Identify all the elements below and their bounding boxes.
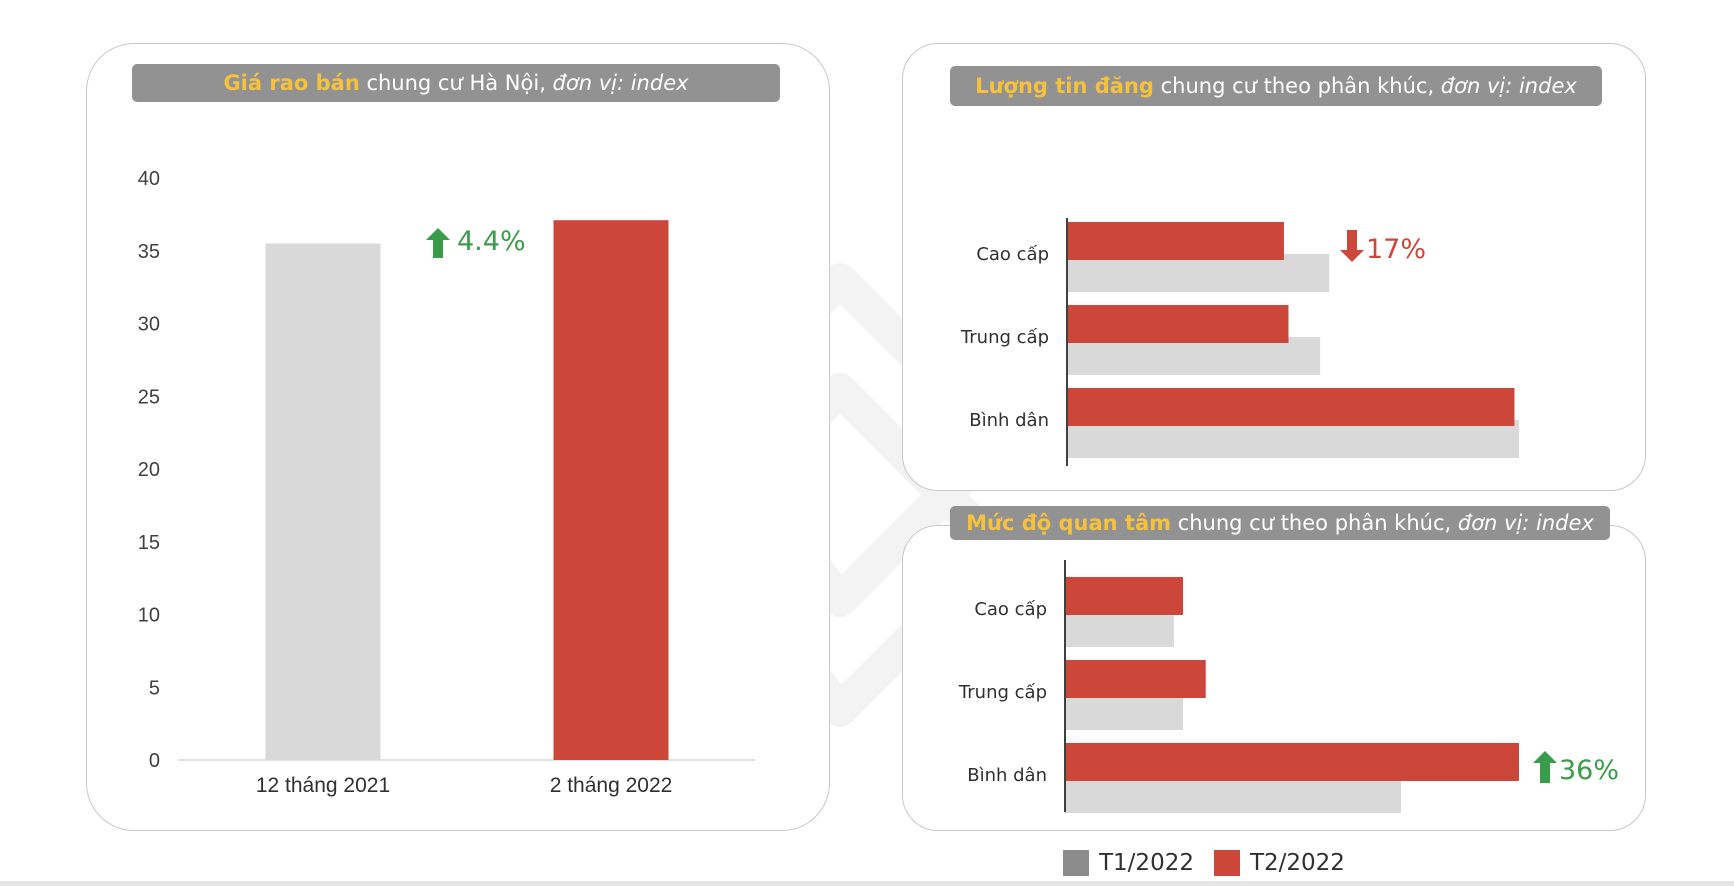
- title-highlight: Lượng tin đăng: [975, 74, 1154, 98]
- x-tick-label: 2 tháng 2022: [550, 774, 673, 797]
- title-unit: đơn vị: index: [1440, 74, 1577, 98]
- legend-item-t1: T1/2022: [1063, 850, 1194, 876]
- y-tick-label: 25: [138, 386, 160, 408]
- bar-2: [553, 220, 669, 760]
- x-tick-label: 12 tháng 2021: [256, 774, 390, 797]
- y-tick-label: 10: [138, 605, 160, 627]
- bar-1: [265, 243, 381, 761]
- legend-item-t2: T2/2022: [1213, 850, 1345, 876]
- title-highlight: Giá rao bán: [223, 71, 360, 95]
- y-tick-label: 20: [138, 459, 160, 481]
- title-unit: đơn vị: index: [552, 71, 689, 95]
- interest-category-label: Cao cấp: [974, 599, 1047, 620]
- interest-bar-t2: [1065, 660, 1206, 698]
- interest-chart-title: Mức độ quan tâm chung cư theo phân khúc,…: [950, 506, 1610, 540]
- legend-swatch-t2: [1213, 850, 1240, 876]
- interest-bar-t1: [1065, 775, 1401, 813]
- interest-bar-t1: [1065, 692, 1184, 730]
- legend-label-t2: T2/2022: [1249, 850, 1345, 876]
- listings-category-label: Cao cấp: [976, 244, 1049, 265]
- listings-bar-t1: [1067, 254, 1330, 292]
- price-chart-title: Giá rao bán chung cư Hà Nội, đơn vị: ind…: [132, 64, 780, 102]
- y-tick-label: 35: [138, 241, 160, 263]
- growth-arrow-icon: [426, 228, 450, 258]
- listings-bar-t2: [1067, 388, 1515, 426]
- y-tick-label: 5: [149, 677, 160, 699]
- interest-bar-t2: [1065, 743, 1519, 781]
- listings-chart-title: Lượng tin đăng chung cư theo phân khúc, …: [950, 66, 1602, 106]
- interest-bar-t2: [1065, 577, 1184, 615]
- bottom-edge: [0, 881, 1734, 886]
- listings-down-arrow-icon: [1340, 230, 1364, 262]
- interest-category-label: Bình dân: [967, 765, 1047, 786]
- y-tick-label: 15: [138, 532, 160, 554]
- interest-up-arrow-icon: [1533, 751, 1557, 783]
- listings-bar-t2: [1067, 305, 1289, 343]
- chart-legend: T1/2022 T2/2022: [1063, 848, 1365, 878]
- listings-bar-t2: [1067, 222, 1284, 260]
- legend-swatch-t1: [1063, 850, 1089, 876]
- listings-category-label: Trung cấp: [960, 327, 1049, 348]
- listings-category-label: Bình dân: [969, 410, 1049, 431]
- title-text: chung cư theo phân khúc,: [1153, 74, 1441, 98]
- interest-change-annotation: 36%: [1559, 755, 1619, 786]
- listings-bar-t1: [1067, 420, 1519, 458]
- price-chart-panel: [86, 43, 830, 831]
- listings-change-annotation: 17%: [1366, 234, 1426, 265]
- growth-annotation: 4.4%: [457, 226, 526, 257]
- title-highlight: Mức độ quan tâm: [966, 511, 1172, 535]
- y-tick-label: 40: [138, 168, 160, 190]
- listings-bar-t1: [1067, 337, 1321, 375]
- interest-category-label: Trung cấp: [958, 682, 1047, 703]
- title-unit: đơn vị: index: [1457, 511, 1594, 535]
- y-tick-label: 30: [138, 314, 160, 336]
- title-text: chung cư Hà Nội,: [359, 71, 553, 95]
- y-tick-label: 0: [149, 750, 160, 772]
- legend-label-t1: T1/2022: [1099, 850, 1194, 876]
- interest-bar-t1: [1065, 609, 1174, 647]
- title-text: chung cư theo phân khúc,: [1171, 511, 1458, 535]
